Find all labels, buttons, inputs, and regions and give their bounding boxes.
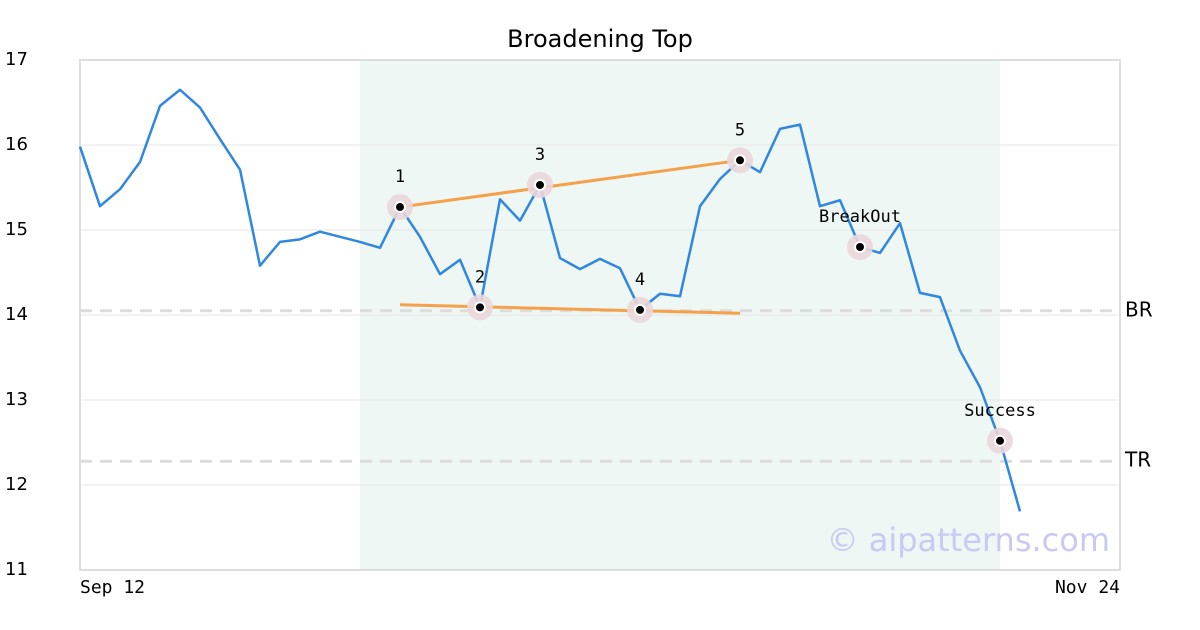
point-label: 1 bbox=[395, 167, 405, 187]
y-tick-label: 14 bbox=[5, 304, 28, 325]
pattern-point bbox=[474, 301, 486, 314]
y-tick-label: 15 bbox=[5, 219, 28, 240]
point-label: 5 bbox=[735, 120, 745, 140]
trendline bbox=[399, 158, 741, 209]
x-tick-label: Nov 24 bbox=[1055, 577, 1120, 598]
plot-frame bbox=[79, 59, 1121, 571]
chart-title: Broadening Top bbox=[507, 25, 693, 53]
level-label: BR bbox=[1125, 297, 1153, 321]
point-label: BreakOut bbox=[819, 207, 901, 227]
y-tick-label: 11 bbox=[5, 559, 28, 580]
level-label: TR bbox=[1124, 448, 1151, 472]
point-label: 4 bbox=[635, 270, 645, 290]
trendline bbox=[399, 303, 741, 315]
point-label: Success bbox=[964, 401, 1036, 421]
point-label: 3 bbox=[535, 145, 545, 165]
point-label: 2 bbox=[475, 267, 485, 287]
pattern-point bbox=[394, 201, 406, 214]
y-tick-label: 16 bbox=[5, 134, 28, 155]
x-tick-label: Sep 12 bbox=[80, 577, 145, 598]
y-tick-label: 17 bbox=[5, 49, 28, 70]
pattern-point bbox=[994, 434, 1006, 447]
pattern-point bbox=[854, 241, 866, 253]
pattern-point bbox=[734, 154, 746, 167]
pattern-point bbox=[534, 178, 546, 191]
watermark: © aipatterns.com bbox=[827, 521, 1110, 559]
y-tick-label: 12 bbox=[5, 474, 28, 495]
pattern-point bbox=[634, 303, 646, 316]
y-tick-label: 13 bbox=[5, 389, 28, 410]
